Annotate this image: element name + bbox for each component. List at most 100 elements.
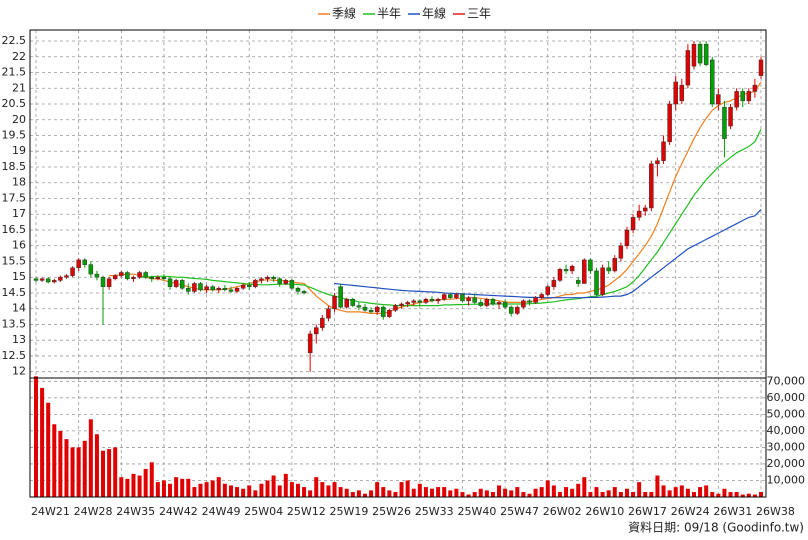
volume-bar: [241, 488, 246, 497]
candle-body: [253, 280, 258, 287]
volume-bar: [161, 480, 166, 497]
volume-bar: [478, 488, 483, 497]
volume-bar: [612, 487, 617, 497]
candle-body: [728, 106, 733, 127]
volume-bar: [283, 473, 288, 497]
y-tick-label: 19: [12, 144, 26, 157]
volume-bar: [235, 487, 240, 497]
candle-body: [161, 276, 167, 280]
candle-body: [655, 160, 660, 165]
x-tick-label: 25W26: [372, 505, 411, 518]
legend-label: 季線: [332, 6, 356, 21]
volume-bar: [564, 487, 569, 497]
candle-body: [277, 278, 282, 284]
volume-bar: [52, 424, 57, 497]
candle-body: [734, 91, 739, 108]
volume-bar: [259, 483, 264, 497]
y2-tick-label: 60,000: [767, 391, 806, 404]
x-tick-label: 25W33: [415, 505, 454, 518]
x-tick-label: 26W02: [543, 505, 582, 518]
candle-body: [557, 269, 563, 281]
x-tick-label: 24W35: [116, 505, 155, 518]
candle-body: [58, 276, 63, 281]
x-tick-label: 25W12: [287, 505, 326, 518]
volume-bar: [180, 478, 185, 497]
volume-bar: [64, 439, 69, 497]
volume-bar: [490, 492, 495, 497]
volume-bar: [94, 434, 99, 497]
volume-bar: [557, 492, 562, 497]
volume-bar: [58, 430, 63, 497]
volume-bar: [417, 483, 422, 497]
candle-body: [649, 163, 654, 209]
volume-bar: [222, 483, 227, 497]
volume-bar: [302, 487, 307, 497]
volume-bar: [448, 490, 453, 497]
volume-bar: [125, 478, 130, 497]
candle-body: [52, 280, 57, 283]
volume-bar: [265, 480, 270, 497]
candle-body: [697, 43, 703, 64]
volume-bar: [338, 487, 343, 497]
candle-body: [600, 267, 605, 295]
volume-bar: [326, 485, 331, 497]
volume-bar: [551, 485, 556, 497]
candle-body: [173, 280, 179, 287]
x-tick-label: 24W42: [159, 505, 198, 518]
candle-body: [673, 81, 678, 105]
volume-bar: [618, 492, 623, 497]
candle-body: [575, 280, 581, 284]
candle-body: [381, 306, 386, 317]
candle-body: [259, 278, 264, 281]
candle-body: [454, 294, 459, 298]
volume-bar: [637, 482, 642, 497]
volume-bar: [393, 492, 398, 497]
candle-body: [618, 245, 624, 259]
candle-body: [716, 94, 721, 105]
candle-body: [295, 287, 301, 292]
candle-body: [228, 289, 234, 292]
y-tick-label: 15.5: [2, 254, 27, 267]
y2-tick-label: 30,000: [767, 440, 806, 453]
candle-body: [131, 276, 136, 280]
y-tick-label: 21: [12, 81, 26, 94]
candle-body: [387, 310, 392, 317]
candle-body: [265, 276, 270, 280]
candle-body: [179, 280, 185, 289]
candle-body: [594, 270, 599, 295]
volume-bar: [387, 490, 392, 497]
volume-bar: [728, 492, 733, 497]
volume-bar: [649, 492, 654, 497]
candle-body: [685, 50, 691, 86]
candle-body: [472, 297, 477, 303]
y-tick-label: 22.5: [2, 34, 27, 47]
volume-bar: [88, 419, 93, 497]
candle-body: [521, 300, 526, 308]
candle-body: [368, 310, 374, 313]
x-tick-label: 24W49: [202, 505, 241, 518]
candle-body: [186, 287, 191, 292]
candle-body: [460, 294, 465, 302]
y-tick-label: 21.5: [2, 66, 27, 79]
candle-body: [362, 306, 368, 311]
candle-body: [240, 284, 246, 289]
volume-bar: [295, 483, 300, 497]
x-tick-label: 25W04: [244, 505, 283, 518]
candle-body: [752, 84, 758, 92]
candle-body: [271, 276, 276, 280]
volume-bar: [576, 483, 581, 497]
y-tick-label: 18.5: [2, 160, 27, 173]
candle-body: [149, 276, 155, 280]
ma-line: [139, 128, 762, 307]
y-tick-label: 20: [12, 113, 26, 126]
volume-bar: [204, 482, 209, 497]
y2-tick-label: 20,000: [767, 457, 806, 470]
volume-bar: [277, 485, 282, 497]
volume-bar: [497, 485, 502, 497]
candle-body: [496, 302, 502, 305]
x-tick-label: 24W21: [31, 505, 70, 518]
volume-bar: [101, 450, 106, 497]
candle-body: [283, 280, 289, 284]
candle-body: [246, 284, 252, 287]
